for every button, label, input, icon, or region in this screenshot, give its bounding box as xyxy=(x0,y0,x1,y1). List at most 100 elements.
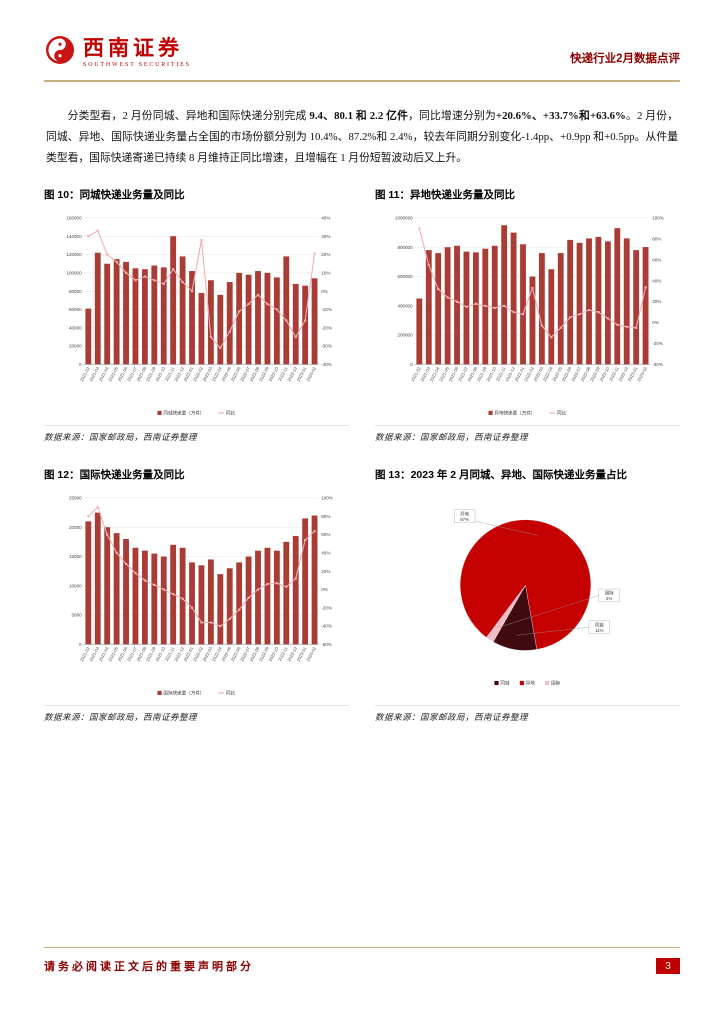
figure-13-source: 数据来源：国家邮政局，西南证券整理 xyxy=(375,704,680,723)
svg-text:0%: 0% xyxy=(321,289,328,294)
svg-text:800000: 800000 xyxy=(397,245,413,250)
svg-text:2023-02: 2023-02 xyxy=(636,366,648,383)
svg-text:-40%: -40% xyxy=(321,362,332,367)
svg-text:1000000: 1000000 xyxy=(395,216,413,221)
figure-12: 图 12：国际快递业务量及同比 0 5000 10000 15000 20000 2500… xyxy=(44,467,349,723)
svg-text:25000: 25000 xyxy=(69,496,82,501)
svg-text:120000: 120000 xyxy=(66,252,82,257)
svg-text:2022-11: 2022-11 xyxy=(277,366,289,382)
svg-text:100000: 100000 xyxy=(66,271,82,276)
figure-13: 图 13：2023 年 2 月同城、异地、国际快递业务量占比 同城 11% 国际 2%… xyxy=(375,467,680,723)
brand-name-en: SOUTHWEST SECURITIES xyxy=(83,62,191,69)
svg-text:40%: 40% xyxy=(321,551,330,556)
svg-text:5000: 5000 xyxy=(72,613,83,618)
brand-logo: 西南证券 SOUTHWEST SECURITIES xyxy=(44,34,191,71)
svg-text:100%: 100% xyxy=(652,216,664,221)
figure-11: 图 11：异地快递业务量及同比 0 200000 400000 600000 80000… xyxy=(375,187,680,443)
svg-text:10%: 10% xyxy=(321,271,330,276)
svg-text:0%: 0% xyxy=(321,587,328,592)
svg-text:-10%: -10% xyxy=(321,307,332,312)
svg-text:2023-02: 2023-02 xyxy=(305,366,317,383)
svg-text:国际: 国际 xyxy=(605,590,614,597)
page-footer: 请务必阅读正文后的重要声明部分 3 xyxy=(44,947,680,974)
svg-text:30%: 30% xyxy=(321,234,330,239)
svg-text:2021-11: 2021-11 xyxy=(164,646,176,662)
svg-text:-40%: -40% xyxy=(652,362,663,367)
svg-text:600000: 600000 xyxy=(397,274,413,279)
svg-text:2021-11: 2021-11 xyxy=(495,366,507,382)
svg-text:同比: 同比 xyxy=(226,689,236,696)
page-header: 西南证券 SOUTHWEST SECURITIES 快递行业2月数据点评 xyxy=(44,34,680,71)
brand-text: 西南证券 SOUTHWEST SECURITIES xyxy=(83,35,191,69)
figure-12-caption: 图 12：国际快递业务量及同比 xyxy=(44,469,185,482)
figure-11-source: 数据来源：国家邮政局，西南证券整理 xyxy=(375,425,680,443)
brand-logo-icon xyxy=(44,34,76,71)
svg-text:同城快递量（万件）: 同城快递量（万件） xyxy=(163,410,204,417)
svg-text:40%: 40% xyxy=(652,278,661,283)
chart-international-volume: 0 5000 10000 15000 20000 25000 -60% -40% -20% 0% 2… xyxy=(44,490,349,700)
figure-10-source: 数据来源：国家邮政局，西南证券整理 xyxy=(44,425,349,443)
svg-text:20000: 20000 xyxy=(69,344,82,349)
svg-text:0%: 0% xyxy=(652,320,659,325)
footer-disclaimer: 请务必阅读正文后的重要声明部分 xyxy=(44,961,254,973)
svg-text:-30%: -30% xyxy=(321,344,332,349)
svg-text:11%: 11% xyxy=(595,628,604,633)
svg-text:80000: 80000 xyxy=(69,289,82,294)
brand-name-cn: 西南证券 xyxy=(83,35,183,60)
svg-text:400000: 400000 xyxy=(397,304,413,309)
figure-grid: 图 10：同城快递业务量及同比 0 20000 40000 60000 80000 100… xyxy=(44,187,680,723)
svg-text:20%: 20% xyxy=(652,299,661,304)
figure-12-source: 数据来源：国家邮政局，西南证券整理 xyxy=(44,704,349,723)
svg-text:2023-02: 2023-02 xyxy=(305,646,317,663)
svg-text:同城: 同城 xyxy=(595,621,604,628)
svg-text:40%: 40% xyxy=(321,216,330,221)
figure-10-caption: 图 10：同城快递业务量及同比 xyxy=(44,189,185,202)
svg-text:100%: 100% xyxy=(321,496,333,501)
svg-text:-20%: -20% xyxy=(321,605,332,610)
report-title: 快递行业2月数据点评 xyxy=(570,53,680,65)
svg-text:-20%: -20% xyxy=(652,341,663,346)
svg-text:同比: 同比 xyxy=(557,410,567,417)
svg-text:-60%: -60% xyxy=(321,642,332,647)
figure-13-caption: 图 13：2023 年 2 月同城、异地、国际快递业务量占比 xyxy=(375,469,628,482)
svg-text:10000: 10000 xyxy=(69,583,82,588)
svg-text:-20%: -20% xyxy=(321,326,332,331)
svg-text:20%: 20% xyxy=(321,569,330,574)
svg-text:60%: 60% xyxy=(321,532,330,537)
svg-text:80%: 80% xyxy=(652,237,661,242)
svg-text:异地: 异地 xyxy=(460,510,469,517)
svg-text:15000: 15000 xyxy=(69,554,82,559)
chart-same-city-volume: 0 20000 40000 60000 80000 100000 120000 140000 1… xyxy=(44,210,349,420)
chart-intercity-volume: 0 200000 400000 600000 800000 1000000 -40% -20%… xyxy=(375,210,680,420)
svg-text:同城: 同城 xyxy=(500,680,510,687)
chart-share-pie: 同城 11% 国际 2% 异地 87% 同城 异地 国际 xyxy=(375,490,680,700)
svg-text:60%: 60% xyxy=(652,258,661,263)
svg-text:20%: 20% xyxy=(321,252,330,257)
svg-text:20000: 20000 xyxy=(69,525,82,530)
svg-text:200000: 200000 xyxy=(397,333,413,338)
svg-text:87%: 87% xyxy=(460,517,469,522)
body-paragraph: 分类型看，2 月份同城、异地和国际快递分别完成 9.4、80.1 和 2.2 亿… xyxy=(46,110,679,165)
svg-text:异地: 异地 xyxy=(526,680,536,687)
figure-10: 图 10：同城快递业务量及同比 0 20000 40000 60000 80000 100… xyxy=(44,187,349,443)
svg-text:0: 0 xyxy=(79,642,82,647)
svg-text:0: 0 xyxy=(410,362,413,367)
svg-text:国际快递量（万件）: 国际快递量（万件） xyxy=(163,689,204,696)
svg-text:40000: 40000 xyxy=(69,326,82,331)
svg-text:2022-11: 2022-11 xyxy=(608,366,620,382)
svg-text:异地快递量（万件）: 异地快递量（万件） xyxy=(494,410,535,417)
svg-text:80%: 80% xyxy=(321,514,330,519)
svg-text:160000: 160000 xyxy=(66,216,82,221)
svg-text:-40%: -40% xyxy=(321,624,332,629)
figure-11-caption: 图 11：异地快递业务量及同比 xyxy=(375,189,516,202)
header-rule xyxy=(44,80,680,82)
svg-text:2022-11: 2022-11 xyxy=(277,646,289,662)
page-number-badge: 3 xyxy=(656,958,680,974)
svg-text:0: 0 xyxy=(79,362,82,367)
svg-text:同比: 同比 xyxy=(226,410,236,417)
svg-text:2021-11: 2021-11 xyxy=(164,366,176,382)
footer-rule xyxy=(44,947,680,948)
svg-text:国际: 国际 xyxy=(551,680,561,687)
svg-text:2%: 2% xyxy=(606,596,612,601)
